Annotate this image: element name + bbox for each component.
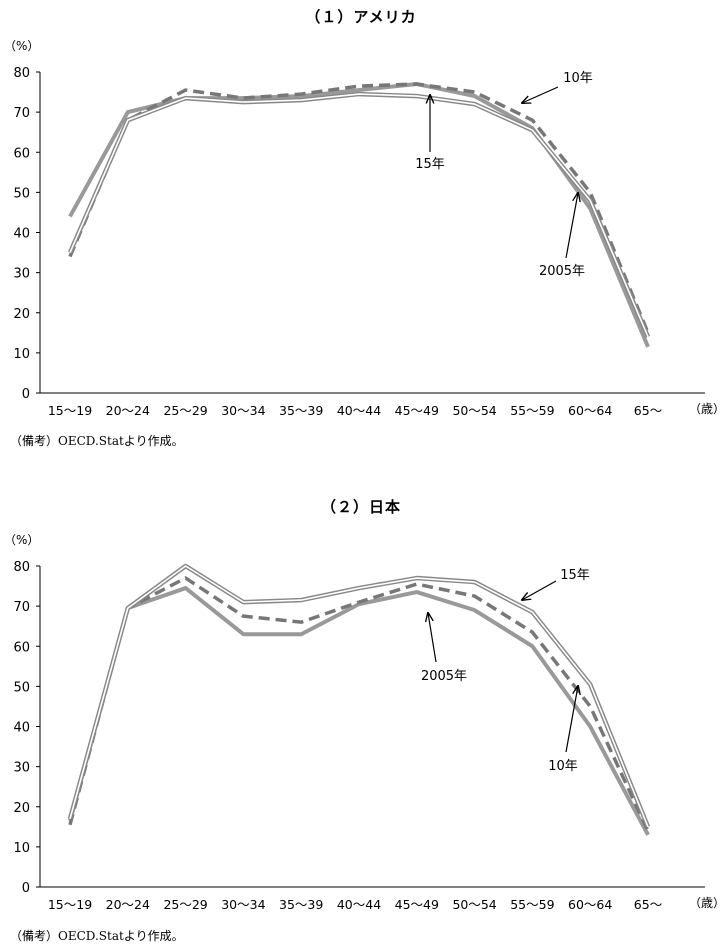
annotation-arrow	[522, 86, 559, 103]
series-line	[68, 586, 650, 836]
x-tick-label: 35～39	[279, 897, 323, 912]
chart-title: （１）アメリカ	[305, 8, 417, 26]
annotation-arrow	[522, 580, 557, 600]
y-tick-label: 20	[13, 307, 30, 322]
x-unit-label: （歳）	[689, 402, 722, 416]
y-tick-label: 70	[13, 106, 30, 121]
series-line-inner	[69, 93, 649, 338]
annotation-arrow	[428, 613, 437, 663]
x-tick-label: 55～59	[510, 897, 554, 912]
annotation-label: 15年	[560, 568, 590, 583]
y-tick-label: 50	[13, 680, 30, 695]
y-tick-label: 50	[13, 186, 30, 201]
series-line	[67, 91, 651, 338]
line-chart-japan: 0 10 20 30 40 50 60 70 80 （%） 15～19 20～24 25～29 30～34…	[4, 533, 722, 912]
series-2005	[68, 82, 650, 348]
series-2005	[68, 586, 650, 836]
y-tick-label: 80	[13, 560, 30, 575]
x-tick-label: 60～64	[568, 403, 612, 418]
annotation-label: 2005年	[539, 264, 585, 279]
x-tick-label: 55～59	[510, 403, 554, 418]
x-tick-label: 30～34	[221, 403, 265, 418]
y-tick-label: 80	[13, 66, 30, 81]
x-tick-label: 20～24	[106, 403, 150, 418]
annotation-label: 10年	[548, 759, 578, 774]
chart-panel-usa: （１）アメリカ 0 10 20 30 40 50 60 70 80 （%） 15～19 20～24 25…	[0, 0, 722, 470]
x-tick-label: 25～29	[163, 403, 207, 418]
annotation-label: 10年	[563, 71, 593, 86]
annotation-arrow	[565, 193, 578, 259]
x-tick-label: 20～24	[106, 897, 150, 912]
source-note: （備考）OECD.Statより作成。	[10, 929, 184, 943]
y-tick-label: 10	[13, 841, 30, 856]
x-tick-label: 15～19	[48, 403, 92, 418]
annotation-arrow	[565, 686, 578, 753]
y-unit-label: （%）	[4, 39, 39, 53]
y-unit-label: （%）	[4, 533, 39, 547]
y-tick-label: 30	[13, 761, 30, 776]
series-line-inner	[69, 565, 649, 828]
x-tick-label: 50～54	[452, 897, 496, 912]
series-2010	[68, 576, 650, 832]
annotation-label: 2005年	[421, 669, 467, 684]
series-line	[68, 82, 650, 334]
y-tick-label: 0	[22, 387, 30, 402]
y-tick-label: 70	[13, 600, 30, 615]
x-tick-label: 30～34	[221, 897, 265, 912]
y-tick-label: 40	[13, 721, 30, 736]
series-2015	[67, 563, 651, 828]
x-tick-label: 65～	[634, 403, 662, 418]
y-tick-label: 30	[13, 267, 30, 282]
y-tick-label: 0	[22, 881, 30, 896]
series-line	[68, 576, 650, 832]
x-tick-label: 40～44	[337, 897, 381, 912]
y-tick-label: 10	[13, 347, 30, 362]
chart-panel-japan: （２）日本 0 10 20 30 40 50 60 70 80 （%） 15～19 20～24 25～2…	[0, 490, 722, 950]
series-line	[68, 82, 650, 348]
y-tick-label: 40	[13, 227, 30, 242]
x-tick-label: 35～39	[279, 403, 323, 418]
x-unit-label: （歳）	[689, 896, 722, 910]
series-2010	[68, 82, 650, 334]
x-tick-label: 50～54	[452, 403, 496, 418]
series-2015	[67, 91, 651, 338]
x-tick-label: 25～29	[163, 897, 207, 912]
annotation-label: 15年	[415, 157, 445, 172]
x-tick-label: 40～44	[337, 403, 381, 418]
x-tick-label: 60～64	[568, 897, 612, 912]
x-tick-label: 15～19	[48, 897, 92, 912]
x-tick-label: 65～	[634, 897, 662, 912]
line-chart-usa: 0 10 20 30 40 50 60 70 80 （%） 15～19 20～24 25～29 30～34…	[4, 39, 722, 418]
chart-title: （２）日本	[320, 498, 401, 516]
y-tick-label: 60	[13, 146, 30, 161]
x-tick-label: 45～49	[395, 403, 439, 418]
y-tick-label: 20	[13, 801, 30, 816]
source-note: （備考）OECD.Statより作成。	[10, 434, 184, 448]
x-tick-label: 45～49	[395, 897, 439, 912]
y-tick-label: 60	[13, 640, 30, 655]
